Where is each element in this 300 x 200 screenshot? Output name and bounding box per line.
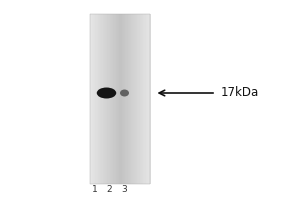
Bar <box>132 14 133 184</box>
Bar <box>119 14 121 184</box>
Bar <box>107 14 109 184</box>
Text: 17kDa: 17kDa <box>220 86 259 98</box>
Bar <box>129 14 130 184</box>
Bar <box>145 14 146 184</box>
Bar <box>134 14 135 184</box>
Bar <box>109 14 110 184</box>
Bar <box>113 14 115 184</box>
Bar <box>103 14 104 184</box>
Bar <box>149 14 151 184</box>
Bar <box>139 14 140 184</box>
Bar <box>128 14 129 184</box>
Bar <box>122 14 123 184</box>
Bar <box>123 14 124 184</box>
Bar <box>90 14 150 184</box>
Bar <box>136 14 137 184</box>
Bar <box>108 14 109 184</box>
Bar <box>98 14 100 184</box>
Bar <box>131 14 133 184</box>
Bar <box>104 14 106 184</box>
Bar <box>141 14 142 184</box>
Ellipse shape <box>120 90 129 97</box>
Bar <box>110 14 112 184</box>
Bar <box>148 14 150 184</box>
Bar <box>101 14 103 184</box>
Bar <box>96 14 97 184</box>
Bar <box>110 14 111 184</box>
Text: 2: 2 <box>107 184 112 194</box>
Bar <box>99 14 100 184</box>
Bar <box>127 14 128 184</box>
Bar <box>97 14 98 184</box>
Bar <box>134 14 136 184</box>
Bar <box>93 14 94 184</box>
Bar <box>121 14 122 184</box>
Bar <box>95 14 97 184</box>
Bar <box>91 14 92 184</box>
Bar <box>111 14 112 184</box>
Bar <box>140 14 141 184</box>
Bar <box>116 14 118 184</box>
Bar <box>137 14 139 184</box>
Bar <box>124 14 125 184</box>
Bar <box>112 14 114 184</box>
Bar <box>130 14 132 184</box>
Bar <box>106 14 108 184</box>
Text: 3: 3 <box>122 184 128 194</box>
Bar <box>135 14 136 184</box>
Bar <box>90 14 91 184</box>
Bar <box>143 14 145 184</box>
Bar <box>136 14 138 184</box>
Bar <box>102 14 103 184</box>
Bar <box>112 14 113 184</box>
Bar <box>128 14 130 184</box>
Bar <box>146 14 147 184</box>
Bar <box>142 14 143 184</box>
Bar <box>124 14 126 184</box>
Bar <box>98 14 99 184</box>
Bar <box>120 14 121 184</box>
Bar <box>106 14 107 184</box>
Bar <box>125 14 127 184</box>
Bar <box>114 14 115 184</box>
Bar <box>94 14 96 184</box>
Bar <box>118 14 119 184</box>
Bar <box>118 14 120 184</box>
Bar <box>148 14 149 184</box>
Bar <box>100 14 102 184</box>
Bar <box>94 14 95 184</box>
Bar <box>105 14 106 184</box>
Bar <box>133 14 134 184</box>
Bar <box>130 14 131 184</box>
Bar <box>146 14 148 184</box>
Bar <box>122 14 124 184</box>
Bar <box>144 14 145 184</box>
Bar <box>92 14 93 184</box>
Bar <box>117 14 118 184</box>
Bar <box>116 14 117 184</box>
Bar <box>138 14 139 184</box>
Bar <box>140 14 142 184</box>
Bar <box>126 14 127 184</box>
Bar <box>100 14 101 184</box>
Bar <box>115 14 116 184</box>
Ellipse shape <box>97 88 116 98</box>
Bar <box>142 14 144 184</box>
Bar <box>103 14 105 184</box>
Bar <box>92 14 94 184</box>
Bar <box>147 14 148 184</box>
Text: 1: 1 <box>92 184 98 194</box>
